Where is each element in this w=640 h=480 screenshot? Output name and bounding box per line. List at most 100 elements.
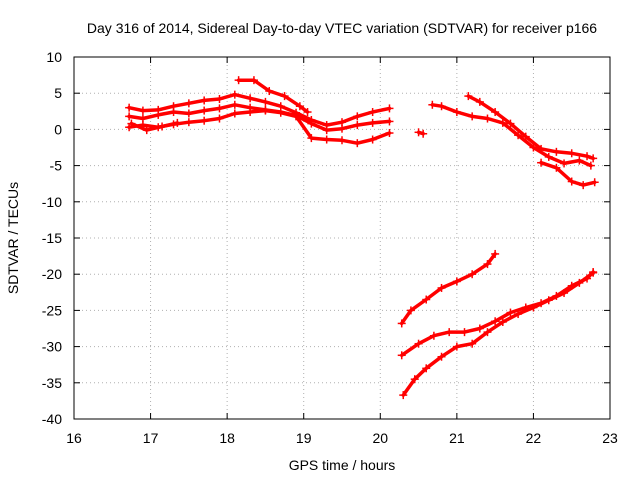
data-point — [537, 158, 546, 167]
data-point — [445, 328, 454, 337]
data-point — [322, 126, 331, 135]
data-point — [575, 278, 584, 287]
axis-ticks: 16 17 18 19 20 21 22 23 -40 -35 -30 -25 -20 -15 -10 -5 0… — [42, 49, 618, 446]
data-point — [200, 106, 209, 115]
x-axis-title: GPS time / hours — [289, 457, 396, 473]
data-point — [475, 324, 484, 333]
x-tick-label: 18 — [219, 430, 235, 446]
x-tick-label: 22 — [526, 430, 542, 446]
data-point — [567, 177, 576, 186]
data-point — [261, 97, 270, 106]
x-tick-label: 21 — [449, 430, 465, 446]
data-point — [468, 339, 477, 348]
chart-title: Day 316 of 2014, Sidereal Day-to-day VTE… — [87, 20, 597, 36]
series-layer — [125, 76, 599, 400]
y-tick-label: -5 — [50, 158, 63, 174]
data-point — [414, 339, 423, 348]
data-point — [537, 144, 546, 153]
series-arc-9 — [537, 158, 599, 190]
data-point — [437, 102, 446, 111]
data-point — [368, 108, 377, 117]
data-point — [586, 161, 595, 170]
data-point — [322, 135, 331, 144]
series-trace — [401, 271, 595, 397]
data-point — [158, 122, 167, 131]
data-point — [419, 129, 428, 138]
data-point — [560, 159, 569, 168]
y-tick-label: -20 — [42, 266, 62, 282]
data-point — [397, 351, 406, 360]
data-point — [399, 391, 408, 400]
data-point — [385, 129, 394, 138]
series-arc-8 — [464, 92, 598, 163]
data-point — [483, 114, 492, 123]
data-point — [127, 119, 136, 128]
data-point — [491, 249, 500, 258]
data-point — [529, 303, 538, 312]
data-point — [410, 375, 419, 384]
data-point — [483, 260, 492, 269]
data-point — [249, 76, 258, 85]
data-point — [506, 119, 515, 128]
data-point — [544, 152, 553, 161]
data-point — [307, 134, 316, 143]
data-point — [215, 94, 224, 103]
data-point — [483, 328, 492, 337]
data-point — [353, 139, 362, 148]
data-point — [452, 277, 461, 286]
y-tick-label: -30 — [42, 339, 62, 355]
data-point — [491, 317, 500, 326]
data-point — [338, 136, 346, 145]
x-tick-label: 19 — [296, 430, 312, 446]
data-point — [437, 283, 446, 292]
data-point — [567, 149, 576, 158]
x-tick-label: 23 — [602, 430, 618, 446]
data-point — [429, 331, 438, 340]
data-point — [498, 317, 507, 326]
y-tick-label: -25 — [42, 302, 62, 318]
y-tick-label: -10 — [42, 194, 62, 210]
data-point — [452, 108, 461, 117]
data-point — [184, 109, 193, 118]
data-point — [468, 270, 477, 279]
data-point — [590, 178, 599, 187]
series-arc-10 — [397, 249, 500, 328]
data-point — [261, 106, 270, 115]
data-point — [142, 126, 151, 135]
data-point — [368, 118, 377, 127]
data-point — [280, 92, 289, 101]
series-arc-4 — [127, 118, 182, 135]
data-point — [353, 112, 362, 121]
data-point — [422, 364, 431, 373]
data-point — [385, 104, 394, 113]
data-point — [353, 121, 362, 130]
data-point — [397, 319, 406, 328]
data-point — [230, 90, 239, 99]
data-point — [138, 106, 147, 115]
data-point — [468, 112, 477, 121]
data-point — [200, 96, 209, 105]
data-point — [452, 342, 461, 351]
x-tick-label: 16 — [66, 430, 82, 446]
data-point — [422, 295, 431, 304]
data-point — [230, 100, 239, 109]
data-point — [575, 156, 584, 165]
y-tick-label: 5 — [54, 85, 62, 101]
x-tick-label: 17 — [143, 430, 159, 446]
data-point — [234, 76, 243, 85]
data-point — [544, 296, 553, 305]
data-point — [200, 116, 209, 125]
data-point — [125, 103, 134, 112]
data-point — [184, 118, 193, 127]
data-point — [215, 104, 224, 113]
data-point — [215, 114, 224, 123]
data-point — [173, 118, 182, 127]
data-point — [154, 110, 163, 119]
series-trace — [399, 252, 497, 326]
series-arc-11 — [397, 268, 598, 360]
y-tick-label: -40 — [42, 411, 62, 427]
data-point — [338, 124, 346, 133]
y-tick-label: 10 — [46, 49, 62, 65]
data-point — [560, 289, 569, 298]
